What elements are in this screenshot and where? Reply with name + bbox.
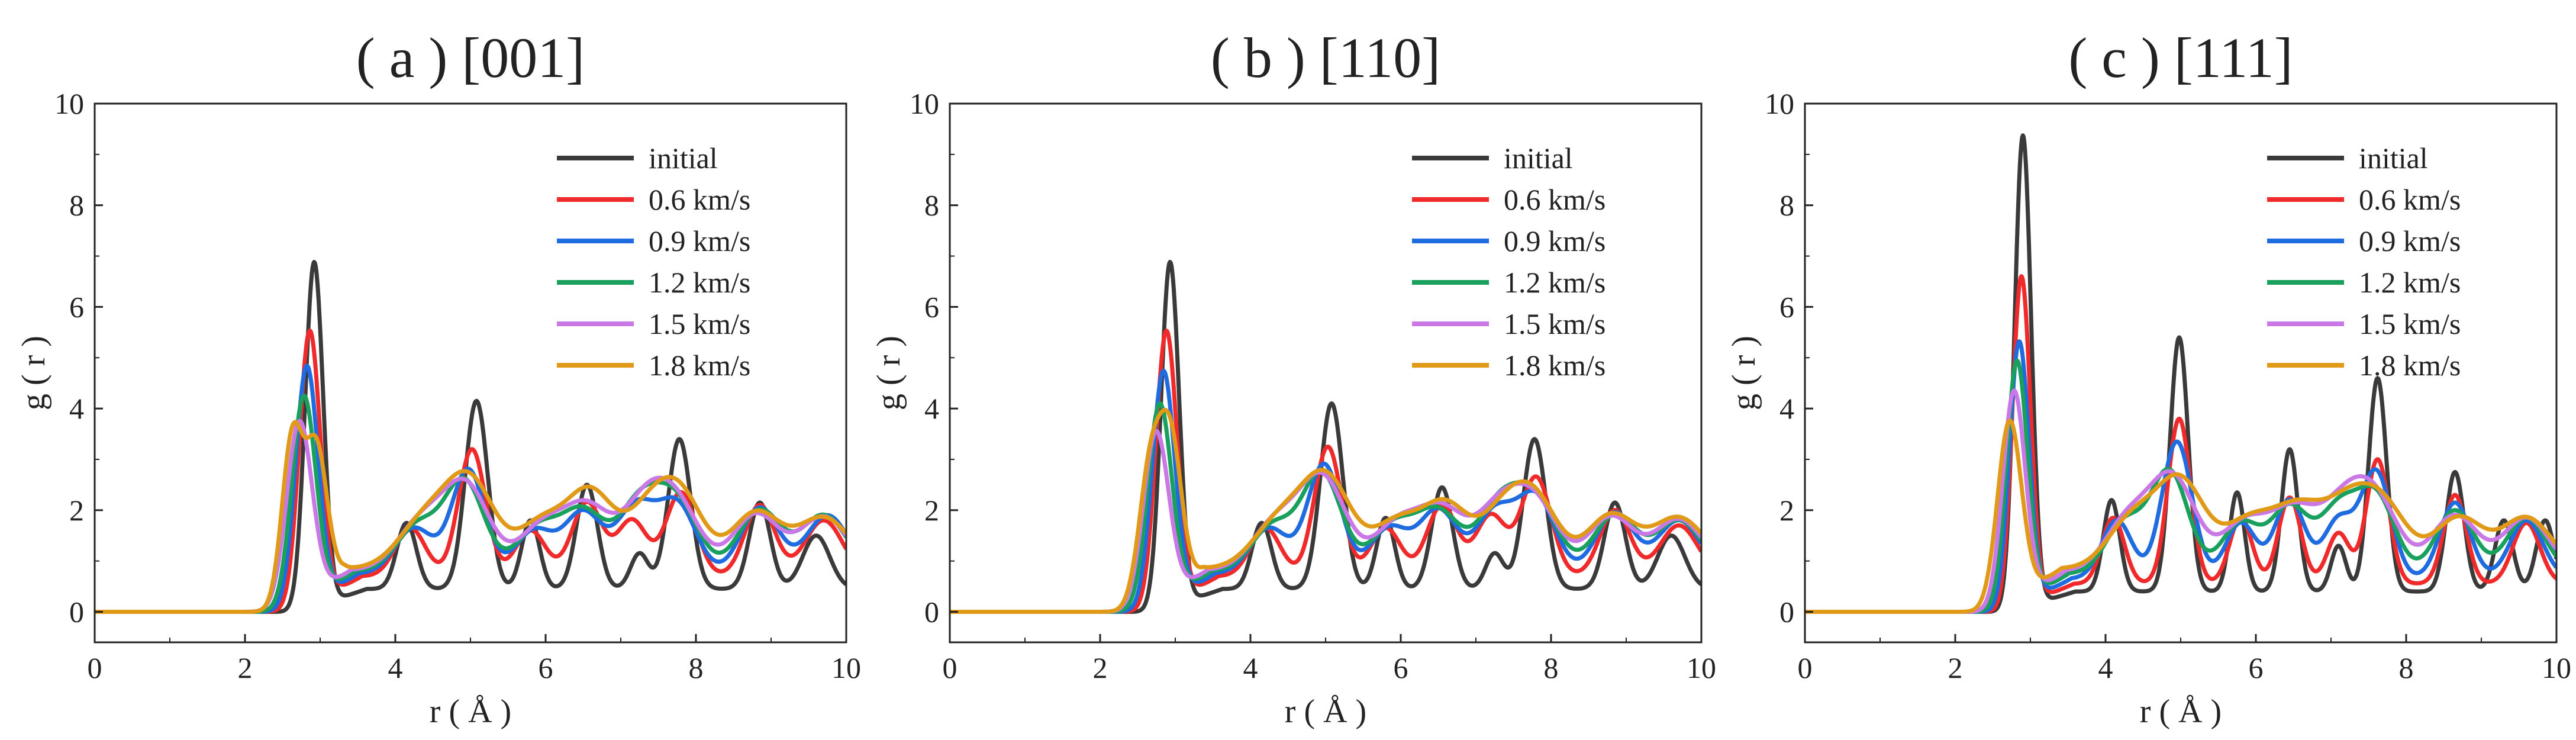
legend-label: initial	[2359, 141, 2428, 175]
y-tick-label: 0	[69, 595, 84, 628]
plot-area	[95, 260, 846, 614]
x-tick-label: 6	[539, 651, 553, 684]
x-axis-label: r ( Å )	[430, 693, 511, 730]
panel-title: ( a ) [001]	[356, 26, 585, 89]
y-tick-label: 6	[69, 290, 84, 323]
legend-label: 1.5 km/s	[1504, 307, 1605, 340]
y-tick-label: 10	[1765, 87, 1794, 120]
x-tick-label: 4	[1243, 651, 1258, 684]
legend-label: 0.9 km/s	[2359, 224, 2461, 258]
panel-title: ( c ) [111]	[2068, 26, 2293, 89]
plot-area	[950, 260, 1701, 614]
x-tick-label: 6	[1394, 651, 1408, 684]
panel-3: ( c ) [111] 0 2 4 6 8 10 0 2 4 6 8 10 r ( Å ) g ( r ) i…	[1726, 26, 2571, 730]
legend-label: 0.6 km/s	[1504, 183, 1605, 216]
legend-label: 1.5 km/s	[649, 307, 750, 340]
x-tick-label: 0	[943, 651, 957, 684]
x-tick-label: 0	[1798, 651, 1813, 684]
legend-label: 1.8 km/s	[1504, 349, 1605, 382]
x-axis-label: r ( Å )	[1285, 693, 1366, 730]
x-tick-label: 0	[88, 651, 102, 684]
legend-label: 0.6 km/s	[649, 183, 750, 216]
legend-label: initial	[1504, 141, 1573, 175]
x-tick-label: 6	[2249, 651, 2264, 684]
x-tick-label: 10	[1687, 651, 1716, 684]
legend-label: initial	[649, 141, 718, 175]
panel-2: ( b ) [110] 0 2 4 6 8 10 0 2 4 6 8 10 r ( Å ) g ( r ) i…	[871, 26, 1716, 730]
legend-label: 0.6 km/s	[2359, 183, 2461, 216]
y-tick-label: 2	[924, 494, 939, 527]
y-tick-label: 8	[924, 189, 939, 222]
y-tick-label: 4	[1779, 392, 1794, 425]
series-line-6	[950, 407, 1701, 614]
x-tick-label: 4	[2098, 651, 2113, 684]
series-line-6	[95, 420, 846, 614]
y-tick-label: 10	[54, 87, 84, 120]
panel-title: ( b ) [110]	[1211, 26, 1440, 89]
panel-1: ( a ) [001] 0 2 4 6 8 10 0 2 4 6 8 10 r ( Å ) g ( r ) i…	[15, 26, 861, 730]
x-tick-label: 4	[388, 651, 403, 684]
y-tick-label: 4	[69, 392, 84, 425]
y-tick-label: 2	[1779, 494, 1794, 527]
legend: initial 0.6 km/s 0.9 km/s 1.2 km/s 1.5 km/s 1…	[1412, 141, 1605, 382]
y-tick-label: 0	[1779, 595, 1794, 628]
series-line-3	[950, 369, 1701, 614]
legend-label: 1.8 km/s	[2359, 349, 2461, 382]
series-line-6	[1805, 419, 2556, 614]
y-axis-label: g ( r )	[15, 336, 52, 410]
legend: initial 0.6 km/s 0.9 km/s 1.2 km/s 1.5 km/s 1…	[2267, 141, 2461, 382]
x-tick-label: 8	[2399, 651, 2414, 684]
x-tick-label: 10	[831, 651, 861, 684]
y-tick-label: 6	[924, 290, 939, 323]
y-axis-label: g ( r )	[871, 336, 907, 410]
x-tick-label: 2	[1093, 651, 1108, 684]
x-tick-label: 8	[1544, 651, 1559, 684]
y-axis-label: g ( r )	[1726, 336, 1762, 410]
x-tick-label: 2	[238, 651, 253, 684]
series-line-4	[1805, 358, 2556, 614]
x-tick-label: 8	[689, 651, 704, 684]
legend-label: 1.5 km/s	[2359, 307, 2461, 340]
legend-label: 1.2 km/s	[2359, 266, 2461, 299]
x-tick-label: 2	[1948, 651, 1963, 684]
plot-area	[1805, 133, 2556, 614]
y-tick-label: 10	[910, 87, 939, 120]
series-line-3	[95, 363, 846, 614]
legend-label: 1.2 km/s	[649, 266, 750, 299]
legend-label: 0.9 km/s	[649, 224, 750, 258]
y-tick-label: 0	[924, 595, 939, 628]
x-axis-label: r ( Å )	[2140, 693, 2222, 730]
y-tick-label: 6	[1779, 290, 1794, 323]
legend-label: 0.9 km/s	[1504, 224, 1605, 258]
x-tick-label: 10	[2542, 651, 2571, 684]
legend: initial 0.6 km/s 0.9 km/s 1.2 km/s 1.5 km/s 1…	[557, 141, 750, 382]
y-tick-label: 8	[69, 189, 84, 222]
y-tick-label: 2	[69, 494, 84, 527]
legend-label: 1.8 km/s	[649, 349, 750, 382]
y-tick-label: 8	[1779, 189, 1794, 222]
legend-label: 1.2 km/s	[1504, 266, 1605, 299]
y-tick-label: 4	[924, 392, 939, 425]
